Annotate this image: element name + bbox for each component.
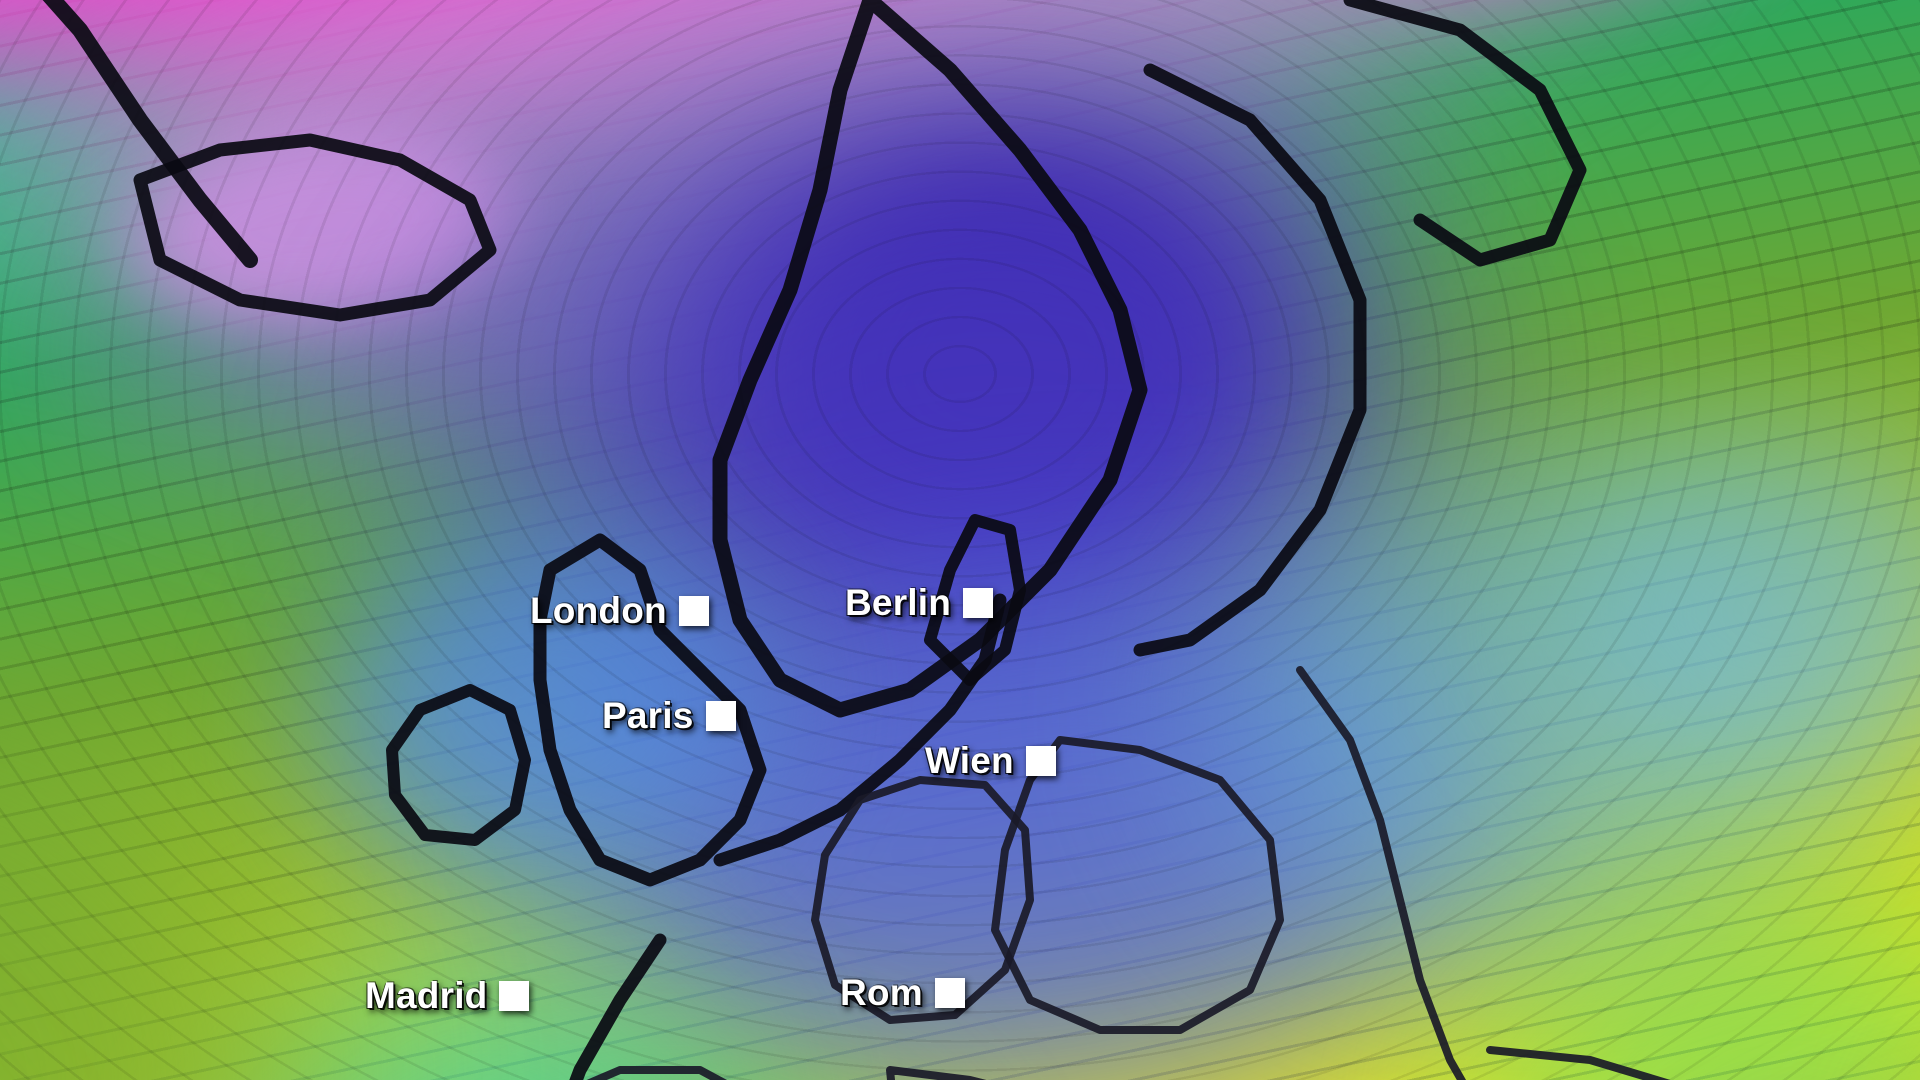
coast-kola (1343, 0, 1587, 267)
border-france-land (586, 1066, 728, 1080)
city-name-text: Madrid (365, 975, 488, 1016)
white-square-marker-icon[interactable] (499, 981, 530, 1011)
city-label-berlin[interactable]: Berlin (845, 582, 994, 624)
coast-great-britain (533, 533, 767, 887)
white-square-marker-icon[interactable] (963, 588, 994, 618)
coast-greenland (42, 0, 258, 268)
city-label-rom[interactable]: Rom (840, 972, 965, 1014)
coast-finland (1133, 63, 1367, 657)
city-label-london[interactable]: London (530, 590, 709, 632)
city-name-text: Rom (840, 972, 923, 1013)
city-label-wien[interactable]: Wien (925, 740, 1056, 782)
border-germany (811, 776, 1034, 1024)
coast-jutland (924, 514, 1026, 686)
white-square-marker-icon[interactable] (678, 596, 709, 626)
coast-ireland (386, 684, 531, 846)
coast-scandinavia (712, 0, 1148, 718)
city-name-text: Paris (602, 695, 694, 736)
city-name-text: London (530, 590, 667, 631)
city-label-madrid[interactable]: Madrid (365, 975, 530, 1017)
coast-north-sea (713, 593, 1007, 867)
border-poland (991, 736, 1284, 1034)
border-ukraine (1486, 1046, 1671, 1080)
coast-france (569, 933, 667, 1080)
border-alps-austria (886, 1066, 987, 1080)
white-square-marker-icon[interactable] (1025, 746, 1056, 776)
city-name-text: Wien (925, 740, 1014, 781)
coast-iceland (133, 133, 497, 322)
city-name-text: Berlin (845, 582, 952, 623)
white-square-marker-icon[interactable] (705, 701, 736, 731)
border-eastern-europe (1296, 666, 1467, 1080)
city-label-paris[interactable]: Paris (602, 695, 736, 737)
white-square-marker-icon[interactable] (934, 978, 965, 1008)
